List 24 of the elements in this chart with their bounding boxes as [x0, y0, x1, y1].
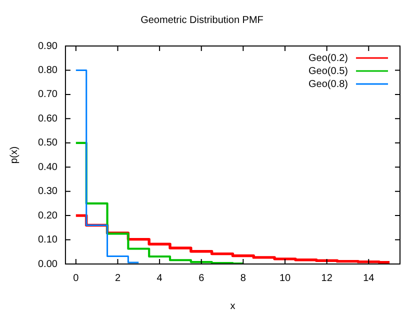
- y-tick-label: 0.50: [38, 138, 58, 149]
- x-tick-label: 6: [198, 272, 205, 284]
- x-tick-label: 2: [114, 272, 121, 284]
- y-tick-label: 0.30: [38, 186, 58, 198]
- y-tick-label: 0.40: [38, 162, 58, 173]
- y-tick-label: 0.10: [38, 234, 58, 246]
- y-tick-label: 0.20: [38, 210, 58, 222]
- legend-label: Geo(0.8): [308, 78, 348, 90]
- legend-label: Geo(0.5): [308, 66, 348, 77]
- x-tick-label: 0: [73, 272, 80, 284]
- y-tick-label: 0.70: [38, 89, 58, 100]
- y-tick-label: 0.00: [38, 258, 58, 270]
- y-axis-title: p(x): [8, 146, 20, 164]
- x-tick-label: 8: [240, 272, 246, 284]
- y-tick-label: 0.60: [38, 113, 58, 124]
- chart-title: Geometric Distribution PMF: [140, 14, 264, 26]
- y-tick-label: 0.90: [38, 40, 58, 52]
- x-tick-label: 14: [363, 272, 375, 284]
- x-axis-title: x: [230, 300, 236, 312]
- x-tick-label: 4: [156, 272, 163, 284]
- y-tick-label: 0.80: [38, 64, 58, 76]
- legend-label: Geo(0.2): [308, 52, 348, 64]
- x-tick-label: 10: [279, 272, 291, 284]
- x-tick-label: 12: [321, 272, 333, 284]
